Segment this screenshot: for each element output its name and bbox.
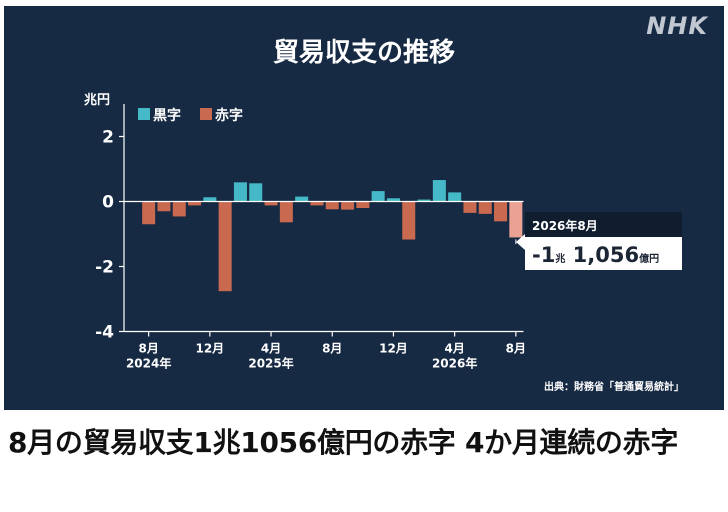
bar-2025-01 [218,201,232,292]
y-tick-label: -4 [95,323,114,343]
bar-2025-08 [325,201,339,210]
x-tick-label-month: 8月 [506,342,526,356]
bar-2025-06 [295,196,309,202]
annotation-value-part: 兆 [555,252,565,265]
legend: 黒字 赤字 [138,107,243,124]
annotation-pointer [516,234,525,250]
annotation-value-part: 1,056 [565,243,639,267]
annotation-value-part: 億円 [639,252,659,265]
legend-label-deficit: 赤字 [215,107,243,124]
source-credit: 出典：財務省「普通貿易統計」 [544,380,684,393]
y-axis-ticks: 2 0 -2 -4 [95,128,124,343]
annotation-date: 2026年8月 [532,218,598,233]
legend-swatch-deficit [200,108,212,120]
bar-2024-11 [188,201,202,206]
bar-2025-07 [310,201,324,206]
chart-title: 貿易収支の推移 [273,38,455,68]
y-tick-label: -2 [95,258,114,278]
y-tick-label: 0 [102,193,114,213]
bar-2026-06 [478,201,492,214]
bar-2024-12 [203,197,217,202]
legend-label-surplus: 黒字 [153,107,181,124]
x-tick-label-month: 8月 [138,342,158,356]
y-axis-unit-label: 兆円 [84,92,110,108]
nhk-logo: NHK [646,12,709,40]
bar-2026-08 [509,201,523,238]
legend-swatch-surplus [138,108,150,120]
annotation-callout: 2026年8月 -1兆 1,056億円 [515,212,682,270]
bar-2025-11 [371,191,385,202]
annotation-value-part: -1 [532,243,555,267]
x-tick-label-year: 2024年 [126,356,171,371]
y-tick-label: 2 [102,128,114,148]
bar-2026-03 [432,180,446,202]
bar-2025-04 [264,201,278,206]
bar-2026-07 [494,201,508,222]
x-tick-label-year: 2026年 [432,356,477,371]
x-tick-label-year: 2025年 [248,356,293,371]
bar-2025-05 [279,201,293,223]
bars [142,180,523,292]
bar-2026-02 [417,199,431,202]
annotation-value-box [525,237,682,270]
bar-2026-01 [402,201,416,240]
bar-2025-10 [356,201,370,208]
annotation-date-box [525,212,682,237]
chart-panel: 貿易収支の推移 NHK 兆円 黒字 赤字 2 0 -2 -4 8月 2024年 12月 4月… [4,6,724,410]
x-tick-label-month: 4月 [444,342,464,356]
bar-2024-09 [157,201,171,212]
bar-2025-12 [386,198,400,202]
x-tick-label-month: 12月 [379,342,408,356]
bar-2025-09 [341,201,355,210]
x-tick-label-month: 8月 [322,342,342,356]
bar-2026-05 [463,201,477,213]
bar-2025-02 [233,182,247,202]
headline[interactable]: 8月の貿易収支1兆1056億円の赤字 4か月連続の赤字 [8,426,679,459]
x-tick-label-month: 4月 [261,342,281,356]
x-tick-label-month: 12月 [195,342,224,356]
bar-2025-03 [249,183,263,202]
annotation-value: -1兆 1,056億円 [532,243,659,267]
bar-2024-10 [172,201,186,217]
bar-2024-08 [142,201,156,225]
bar-2026-04 [448,192,462,202]
